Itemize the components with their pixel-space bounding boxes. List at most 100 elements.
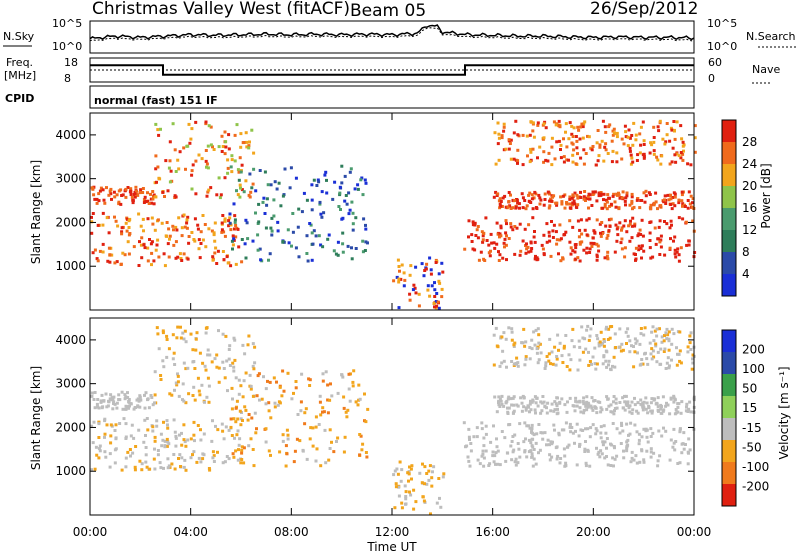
- velocity-cell: [539, 411, 543, 415]
- power-cell: [470, 240, 474, 243]
- velocity-cell: [550, 402, 554, 406]
- velocity-cell: [239, 423, 243, 427]
- power-cell: [531, 147, 535, 151]
- power-cell: [540, 243, 544, 247]
- velocity-cell: [605, 455, 608, 458]
- velocity-cell: [641, 362, 645, 366]
- velocity-cell: [630, 450, 634, 454]
- velocity-cell: [509, 397, 513, 401]
- power-cell: [677, 201, 681, 205]
- velocity-cell: [591, 355, 595, 359]
- velocity-cell: [114, 447, 118, 451]
- velocity-cell: [364, 420, 368, 424]
- power-cell: [630, 201, 634, 205]
- velocity-cell: [244, 371, 248, 375]
- velocity-cell: [611, 456, 615, 460]
- power-cell: [399, 277, 403, 281]
- power-cell: [676, 247, 680, 251]
- power-cell: [98, 249, 102, 253]
- velocity-cell: [578, 442, 582, 446]
- power-cell: [524, 207, 528, 211]
- power-cell: [497, 136, 501, 140]
- velocity-cell: [360, 448, 364, 452]
- velocity-cell: [613, 332, 617, 336]
- power-cell: [289, 166, 293, 170]
- power-cell: [132, 245, 136, 249]
- velocity-cell: [552, 409, 556, 413]
- velocity-cell: [165, 444, 169, 448]
- velocity-cell: [430, 476, 434, 480]
- power-cell: [240, 260, 244, 264]
- velocity-cell: [425, 472, 429, 475]
- velocity-cell: [589, 327, 593, 331]
- velocity-cell: [553, 408, 557, 412]
- power-cell: [222, 230, 226, 234]
- velocity-cell: [247, 444, 251, 448]
- velocity-cell: [651, 325, 655, 329]
- velocity-cell: [329, 382, 332, 386]
- power-cell: [364, 227, 368, 231]
- velocity-cell: [304, 407, 308, 411]
- power-cell: [325, 178, 328, 182]
- velocity-cell: [523, 450, 527, 454]
- power-cell: [212, 148, 216, 151]
- power-cell: [538, 145, 542, 149]
- power-cell: [499, 204, 503, 208]
- velocity-cell: [606, 463, 610, 467]
- velocity-cell: [497, 395, 501, 399]
- velocity-cell: [545, 411, 549, 415]
- velocity-cell: [498, 397, 502, 401]
- velocity-cell: [176, 372, 179, 376]
- velocity-cell: [684, 443, 687, 446]
- velocity-cell: [467, 459, 471, 463]
- velocity-cell: [108, 452, 112, 456]
- velocity-cell: [482, 464, 486, 468]
- power-cell: [547, 151, 551, 155]
- velocity-cell: [152, 457, 156, 461]
- power-cell: [576, 152, 579, 156]
- noise-left-tick-low: 10^0: [52, 40, 82, 53]
- velocity-cell: [189, 437, 193, 441]
- velocity-cell: [238, 409, 242, 413]
- velocity-cell: [487, 464, 491, 467]
- power-cell: [359, 178, 363, 182]
- velocity-cell: [583, 447, 587, 451]
- power-cell: [627, 128, 631, 132]
- power-cell: [639, 233, 643, 236]
- power-cell: [533, 190, 537, 194]
- velocity-cell: [530, 452, 534, 456]
- velocity-cell: [530, 347, 534, 351]
- velocity-cell: [571, 431, 575, 435]
- velocity-cell: [109, 434, 113, 438]
- velocity-cell: [507, 423, 511, 427]
- power-cell: [681, 140, 685, 144]
- power-cell: [671, 202, 675, 206]
- power-cell: [535, 256, 539, 260]
- power-cell: [426, 288, 430, 292]
- power-cell: [237, 178, 241, 182]
- velocity-cell: [586, 401, 590, 405]
- power-cell: [615, 160, 619, 164]
- velocity-cell: [211, 450, 215, 454]
- power-cell: [441, 270, 445, 274]
- velocity-cell: [94, 445, 98, 449]
- velocity-cell: [606, 397, 610, 401]
- power-cell: [652, 152, 656, 156]
- velocity-cell: [681, 442, 685, 446]
- power-cell: [222, 258, 226, 262]
- power-cell: [413, 286, 417, 290]
- power-cell: [687, 190, 691, 194]
- velocity-cell: [565, 365, 569, 368]
- power-cell: [409, 264, 413, 268]
- velocity-cell: [598, 400, 602, 404]
- power-cell: [591, 236, 595, 240]
- velocity-cell: [239, 384, 243, 388]
- velocity-cell: [264, 440, 268, 444]
- power-cell: [496, 142, 500, 146]
- velocity-cell: [172, 453, 176, 456]
- velocity-cell: [275, 380, 278, 384]
- velocity-cell: [241, 395, 245, 399]
- velocity-cell: [535, 347, 539, 351]
- power-cell: [535, 258, 539, 262]
- power-cell: [165, 221, 169, 224]
